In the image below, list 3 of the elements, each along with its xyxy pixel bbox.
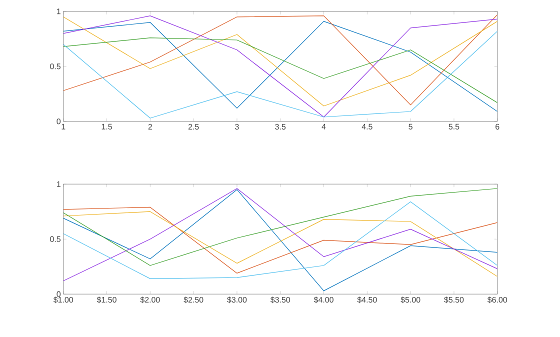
line-series [63,188,498,266]
line-series [63,38,498,103]
line-series [63,30,498,118]
